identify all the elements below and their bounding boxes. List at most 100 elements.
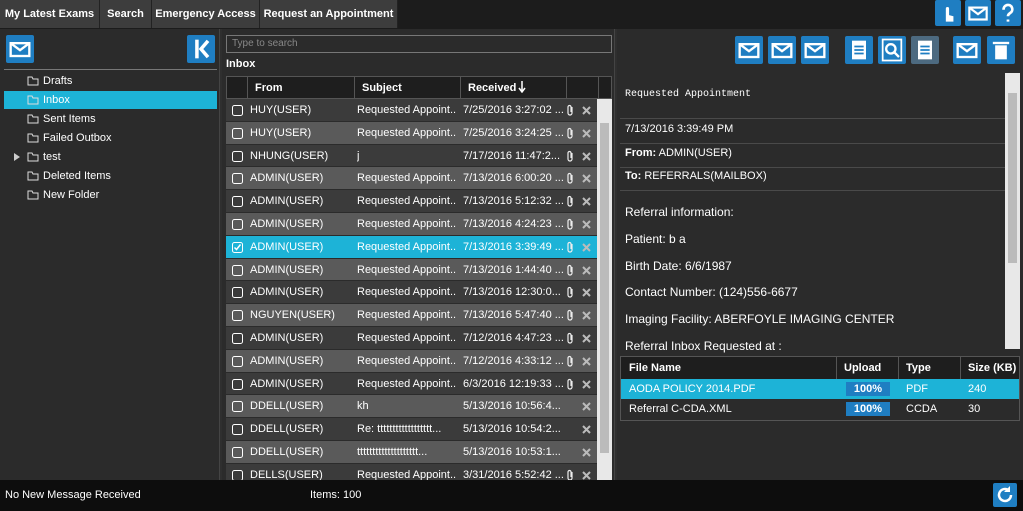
delete-icon[interactable] xyxy=(582,357,591,366)
message-row[interactable]: HUY(USER) Requested Appoint... 7/25/2016 3… xyxy=(226,121,597,145)
column-header[interactable]: From xyxy=(255,82,283,94)
column-header[interactable]: Type xyxy=(906,362,931,374)
icon-button[interactable] xyxy=(993,483,1017,507)
checkbox[interactable] xyxy=(232,378,243,390)
checkbox[interactable] xyxy=(232,355,243,367)
delete-icon[interactable] xyxy=(582,425,591,434)
message-row[interactable]: ADMIN(USER) Requested Appoint... 7/13/2016… xyxy=(226,213,597,236)
delete-icon[interactable] xyxy=(582,243,591,252)
message-row[interactable]: ADMIN(USER) Requested Appoint... 7/13/2016… xyxy=(226,258,597,282)
icon xyxy=(918,40,932,60)
attachment-row[interactable]: AODA POLICY 2014.PDF 100% PDF 240 xyxy=(621,379,1019,399)
message-row[interactable]: DDELL(USER) tttttttttttttttttttt... 5/13/2… xyxy=(226,441,597,464)
checkbox[interactable] xyxy=(232,105,243,116)
checkbox[interactable] xyxy=(232,196,243,208)
nav-tab[interactable]: My Latest Exams xyxy=(0,0,100,28)
column-header[interactable]: Upload xyxy=(844,362,882,374)
message-row[interactable]: DDELL(USER) kh 5/13/2016 10:56:4... xyxy=(226,395,597,419)
checkbox[interactable] xyxy=(232,401,243,413)
checkbox[interactable] xyxy=(232,469,243,480)
checkbox[interactable] xyxy=(232,333,243,344)
delete-icon[interactable] xyxy=(582,448,591,457)
folder-item[interactable]: Failed Outbox xyxy=(4,129,217,147)
checkbox[interactable] xyxy=(232,173,243,185)
message-row[interactable]: HUY(USER) Requested Appoint... 7/25/2016 3… xyxy=(226,99,597,122)
icon-button[interactable] xyxy=(735,36,763,64)
delete-icon[interactable] xyxy=(582,471,591,480)
icon-button[interactable] xyxy=(935,0,961,26)
delete-icon[interactable] xyxy=(582,311,591,320)
scroll-thumb[interactable] xyxy=(600,123,609,453)
nav-tab[interactable]: Search xyxy=(100,0,152,28)
delete-icon[interactable] xyxy=(582,402,591,412)
delete-icon[interactable] xyxy=(582,197,591,206)
message-row[interactable]: NHUNG(USER) j 7/17/2016 11:47:2... xyxy=(226,144,597,168)
icon-button[interactable] xyxy=(768,36,796,64)
delete-icon[interactable] xyxy=(582,334,591,343)
column-header[interactable]: Received xyxy=(468,82,517,94)
delete-icon[interactable] xyxy=(582,379,591,389)
folder-item[interactable]: New Folder xyxy=(4,186,217,204)
delete-icon[interactable] xyxy=(582,288,591,298)
attachment-icon xyxy=(567,310,573,321)
folder-icon xyxy=(27,152,39,162)
column-header[interactable]: Subject xyxy=(362,82,402,94)
checkbox[interactable] xyxy=(232,241,243,253)
checkbox[interactable] xyxy=(232,219,243,230)
nav-tab[interactable]: Emergency Access xyxy=(152,0,260,28)
checkbox[interactable] xyxy=(232,127,243,139)
icon-button[interactable] xyxy=(995,0,1021,26)
column-header[interactable]: File Name xyxy=(629,362,681,374)
message-row[interactable]: ADMIN(USER) Requested Appoint... 7/12/2016… xyxy=(226,349,597,373)
folder-item[interactable]: Sent Items xyxy=(4,110,217,128)
message-row[interactable]: DDELL(USER) Re: tttttttttttttttttt... 5/13… xyxy=(226,418,597,441)
icon-button[interactable] xyxy=(987,36,1015,64)
message-row[interactable]: NGUYEN(USER) Requested Appoint... 7/13/201… xyxy=(226,304,597,327)
delete-icon[interactable] xyxy=(582,106,591,115)
scroll-thumb[interactable] xyxy=(1008,93,1017,263)
checkbox[interactable] xyxy=(232,264,243,276)
icon-button[interactable] xyxy=(801,36,829,64)
message-row[interactable]: DELLS(USER) Requested Appoint... 3/31/2016… xyxy=(226,463,597,480)
folder-item[interactable]: test xyxy=(4,148,217,166)
col-sep xyxy=(960,357,961,379)
column-header[interactable]: Size (KB) xyxy=(968,362,1017,374)
nav-tab[interactable]: Request an Appointment xyxy=(260,0,398,28)
icon-button[interactable] xyxy=(911,36,939,64)
message-row[interactable]: ADMIN(USER) Requested Appoint... 7/12/2016… xyxy=(226,327,597,350)
message-row[interactable]: ADMIN(USER) Requested Appoint... 7/13/2016… xyxy=(226,190,597,213)
search-input[interactable]: Type to search xyxy=(226,35,612,53)
attachment-icon xyxy=(567,104,573,116)
cell-subject: Requested Appoint... xyxy=(357,377,457,390)
icon-button[interactable] xyxy=(845,36,873,64)
message-row[interactable]: ADMIN(USER) Requested Appoint... 7/13/2016… xyxy=(226,281,597,305)
checkbox[interactable] xyxy=(232,310,243,322)
delete-icon[interactable] xyxy=(582,220,591,229)
scrollbar[interactable] xyxy=(597,99,612,480)
checkbox[interactable] xyxy=(232,287,243,299)
delete-icon[interactable] xyxy=(582,151,591,161)
icon-button[interactable] xyxy=(965,0,991,26)
icon-button[interactable] xyxy=(187,35,215,63)
delete-icon[interactable] xyxy=(582,265,591,275)
delete-icon[interactable] xyxy=(582,129,591,138)
cell-received: 6/3/2016 12:19:33 ... xyxy=(463,377,563,390)
checkbox[interactable] xyxy=(232,447,243,458)
cell: AODA POLICY 2014.PDF xyxy=(629,383,756,395)
folder-item[interactable]: Deleted Items xyxy=(4,167,217,185)
sort-arrow[interactable] xyxy=(518,81,526,93)
message-row[interactable]: ADMIN(USER) Requested Appoint... 6/3/2016 … xyxy=(226,372,597,396)
icon-button[interactable] xyxy=(878,36,906,64)
expand-arrow[interactable] xyxy=(14,153,20,161)
checkbox[interactable] xyxy=(232,424,243,436)
icon-button[interactable] xyxy=(953,36,981,64)
message-row[interactable]: ADMIN(USER) Requested Appoint... 7/13/2016… xyxy=(226,235,597,259)
delete-icon[interactable] xyxy=(582,174,591,184)
attachment-row[interactable]: Referral C-CDA.XML 100% CCDA 30 xyxy=(621,399,1019,419)
checkbox[interactable] xyxy=(232,150,243,162)
message-row[interactable]: ADMIN(USER) Requested Appoint... 7/13/2016… xyxy=(226,167,597,191)
scrollbar[interactable] xyxy=(1005,73,1020,349)
folder-item[interactable]: Inbox xyxy=(4,91,217,109)
icon-button[interactable] xyxy=(6,35,34,63)
folder-item[interactable]: Drafts xyxy=(4,72,217,90)
